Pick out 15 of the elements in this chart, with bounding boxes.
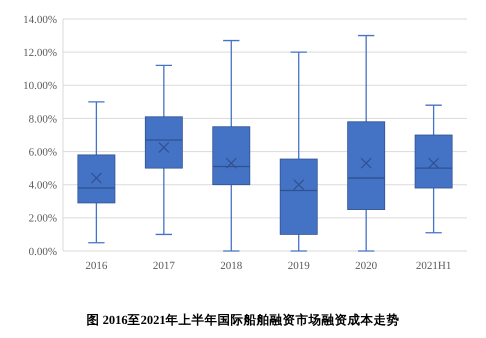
y-tick-label: 14.00% — [23, 14, 57, 26]
y-tick-label: 2.00% — [28, 212, 57, 225]
x-tick-label: 2018 — [220, 260, 243, 272]
y-tick-label: 8.00% — [28, 113, 57, 126]
x-tick-label: 2020 — [355, 260, 378, 272]
x-tick-label: 2016 — [85, 260, 108, 272]
x-tick-label: 2021H1 — [416, 260, 452, 272]
text: 图 2016至2021年上半年国际船舶融资市场融资成本走势 — [86, 312, 400, 327]
y-tick-label: 12.00% — [23, 46, 57, 59]
x-tick-label: 2017 — [152, 260, 176, 272]
y-tick-label: 10.00% — [23, 80, 57, 92]
y-tick-label: 0.00% — [28, 246, 57, 258]
x-tick-label: 2019 — [288, 260, 310, 272]
y-tick-label: 6.00% — [28, 146, 57, 158]
y-tick-label: 4.00% — [28, 180, 57, 192]
